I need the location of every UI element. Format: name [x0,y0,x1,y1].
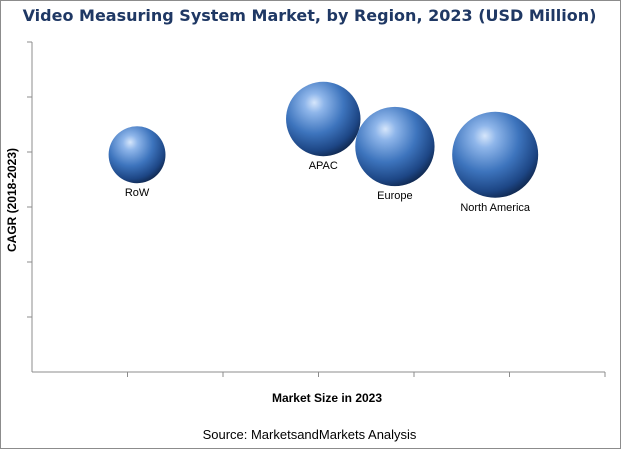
bubbles-group: RoW APAC Europe North America [108,81,539,214]
axis-ticks [27,41,606,377]
bubble-label: APAC [309,160,338,172]
bubble-apac [286,81,361,157]
bubble-europe [355,106,435,187]
bubble-label: Europe [377,190,412,202]
bubble-row [108,126,166,184]
bubble-label: North America [460,202,531,214]
x-axis-label: Market Size in 2023 [272,391,382,405]
bubble-north-america [452,111,539,198]
source-note: Source: MarketsandMarkets Analysis [202,427,417,442]
bubble-label: RoW [125,187,150,199]
chart-title: Video Measuring System Market, by Region… [22,6,597,25]
y-axis-label: CAGR (2018-2023) [5,148,19,252]
